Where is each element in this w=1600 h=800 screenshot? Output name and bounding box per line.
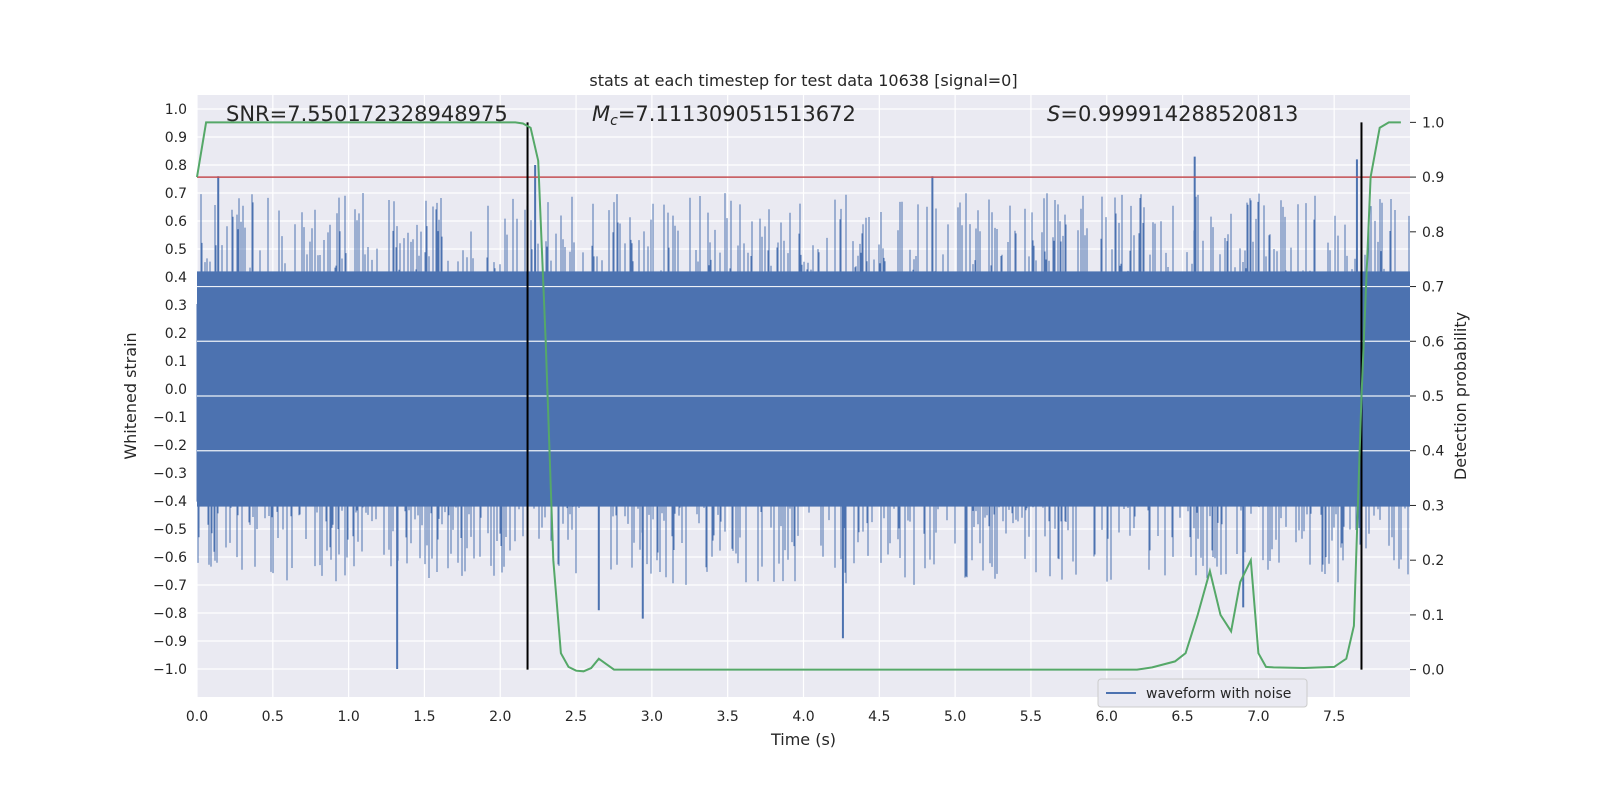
- y-tick-label: 0.3: [165, 298, 187, 314]
- y-right-tick-label: 0.8: [1422, 225, 1444, 241]
- x-tick-label: 2.5: [565, 709, 587, 725]
- y-tick-label: −0.8: [153, 606, 187, 622]
- strain-trace: [196, 193, 1410, 585]
- y-tick-label: −0.3: [153, 466, 187, 482]
- score-symbol: S: [1047, 102, 1060, 126]
- y-axis-label: Whitened strain: [121, 332, 140, 459]
- chirp-mass-value: =7.111309051513672: [618, 102, 856, 126]
- y-right-tick-label: 0.0: [1422, 663, 1444, 679]
- y-tick-label: 0.4: [165, 270, 187, 286]
- x-axis-label: Time (s): [770, 730, 836, 749]
- x-tick-label: 1.5: [413, 709, 435, 725]
- y-tick-label: 0.9: [165, 130, 187, 146]
- y-axis-right-label: Detection probability: [1451, 312, 1470, 480]
- y-tick-label: 0.2: [165, 326, 187, 342]
- y-tick-label: −0.5: [153, 522, 187, 538]
- x-tick-label: 6.0: [1096, 709, 1118, 725]
- x-tick-label: 0.0: [186, 709, 208, 725]
- y-right-tick-label: 0.4: [1422, 444, 1444, 460]
- y-tick-label: −1.0: [153, 662, 187, 678]
- y-tick-label: −0.6: [153, 550, 187, 566]
- tick-labels: 0.0 0.5 1.0 1.5 2.0 2.5 3.0 3.5 4.0 4.5 5.0 5.5 6.0 6…: [153, 102, 1444, 725]
- y-tick-label: 0.0: [165, 382, 187, 398]
- chirp-mass-subscript: c: [610, 113, 618, 129]
- waveform-with-noise-series: [196, 156, 1410, 669]
- x-tick-label: 4.5: [868, 709, 890, 725]
- x-tick-label: 2.0: [489, 709, 511, 725]
- y-tick-label: −0.9: [153, 634, 187, 650]
- score-annotation: S=0.999914288520813: [1047, 102, 1298, 126]
- chirp-mass-symbol: M: [592, 102, 610, 126]
- y-right-tick-label: 0.9: [1422, 170, 1444, 186]
- x-tick-label: 3.0: [641, 709, 663, 725]
- x-tick-label: 5.5: [1020, 709, 1042, 725]
- x-tick-label: 1.0: [337, 709, 359, 725]
- overlays: [196, 121, 1410, 673]
- y-tick-label: 0.8: [165, 158, 187, 174]
- y-tick-label: −0.4: [153, 494, 187, 510]
- y-right-tick-label: 0.1: [1422, 608, 1444, 624]
- y-tick-label: 1.0: [165, 102, 187, 118]
- y-tick-label: −0.2: [153, 438, 187, 454]
- y-right-tick-label: 0.3: [1422, 498, 1444, 514]
- x-tick-label: 7.5: [1323, 709, 1345, 725]
- legend-entry: waveform with noise: [1146, 686, 1291, 702]
- legend-box: [1097, 678, 1308, 708]
- x-tick-label: 5.0: [944, 709, 966, 725]
- y-tick-label: −0.7: [153, 578, 187, 594]
- legend: waveform with noise: [1097, 678, 1308, 708]
- snr-annotation: SNR=7.550172328948975: [226, 102, 508, 126]
- y-tick-label: −0.1: [153, 410, 187, 426]
- y-tick-label: 0.7: [165, 186, 187, 202]
- y-right-tick-label: 0.2: [1422, 553, 1444, 569]
- x-tick-label: 3.5: [717, 709, 739, 725]
- detection-probability-line: [196, 121, 1401, 673]
- y-right-tick-label: 0.5: [1422, 389, 1444, 405]
- y-tick-label: 0.5: [165, 242, 187, 258]
- x-tick-label: 0.5: [262, 709, 284, 725]
- chirp-mass-annotation: Mc=7.111309051513672: [592, 102, 856, 129]
- y-right-tick-label: 0.6: [1422, 334, 1444, 350]
- chart-title: stats at each timestep for test data 106…: [589, 71, 1017, 90]
- score-value: =0.999914288520813: [1060, 102, 1298, 126]
- x-tick-label: 6.5: [1171, 709, 1193, 725]
- x-tick-label: 7.0: [1247, 709, 1269, 725]
- y-right-tick-label: 0.7: [1422, 280, 1444, 296]
- y-right-tick-label: 1.0: [1422, 115, 1444, 131]
- y-tick-label: 0.6: [165, 214, 187, 230]
- x-tick-label: 4.0: [792, 709, 814, 725]
- y-tick-label: 0.1: [165, 354, 187, 370]
